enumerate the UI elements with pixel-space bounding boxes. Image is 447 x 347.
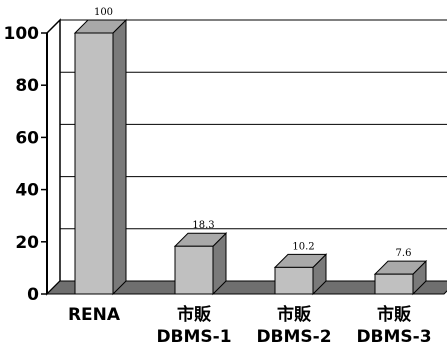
category-label-line: 市販 [177,304,212,325]
y-tick-label: 40 [15,181,39,201]
category-label: RENA [68,305,121,325]
bar [273,253,328,296]
bar-front [274,266,314,295]
bars [73,18,428,296]
category-label-line: DBMS-3 [356,327,431,347]
chart-walls [46,18,61,296]
category-label-line: DBMS-2 [256,327,331,347]
data-label: 7.6 [396,248,412,259]
category-label: 市販 DBMS-3 [356,304,431,347]
category-label: 市販 DBMS-2 [256,304,331,347]
y-axis-ticks: 0 20 40 60 80 100 [4,24,47,305]
bar-front [174,245,214,295]
bar-side [112,18,127,296]
bar [173,232,228,296]
bar-front [374,273,414,295]
y-tick-label: 0 [27,285,39,305]
y-tick-label: 20 [15,233,39,253]
data-label: 10.2 [292,241,314,252]
category-label-line: 市販 [377,304,412,325]
x-axis-categories: RENA 市販 DBMS-1市販 DBMS-2市販 DBMS-3 [68,304,432,347]
category-label-line: 市販 [277,304,312,325]
category-label: 市販 DBMS-1 [156,304,231,347]
bar [73,18,128,296]
bar-front [74,32,114,295]
side-wall [46,18,61,296]
data-label: 100 [94,7,113,18]
bar [373,259,428,296]
y-tick-label: 80 [15,76,39,96]
y-tick-label: 60 [15,128,39,148]
category-label-line: RENA [68,305,121,325]
category-label-line: DBMS-1 [156,327,231,347]
data-label: 18.3 [192,220,214,231]
data-labels: 100 18.3 10.2 7.6 [94,7,412,259]
y-tick-label: 100 [4,24,40,44]
